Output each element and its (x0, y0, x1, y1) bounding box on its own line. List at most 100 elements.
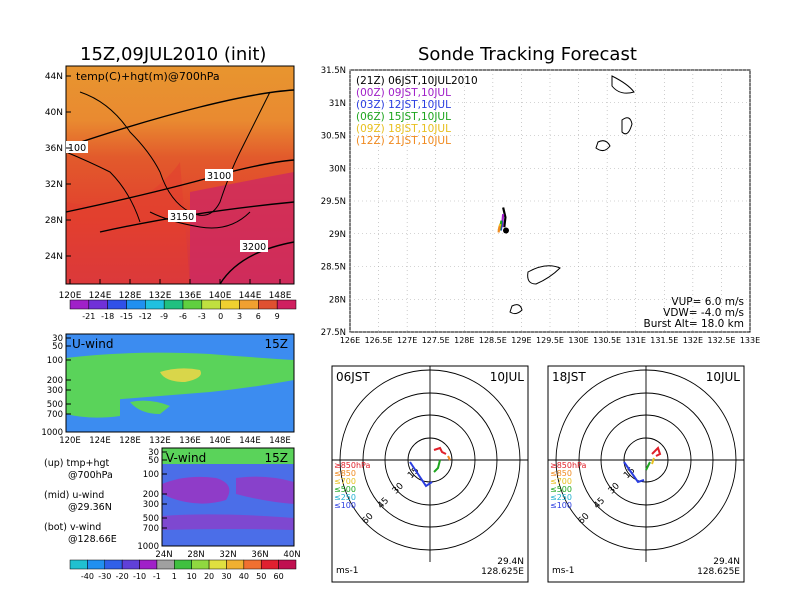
lat-tick-label: 29.5N (321, 197, 346, 207)
track-legend-entry: (21Z) 06JST,10JUL2010 (356, 75, 478, 87)
note-line: @128.66E (68, 534, 117, 545)
track-param: VDW= -4.0 m/s (663, 307, 744, 319)
lon-tick-label: 124E (89, 291, 112, 301)
colorbar-label: 30 (221, 572, 231, 581)
colorbar-swatch (182, 299, 203, 310)
island-outline (595, 140, 611, 152)
left-title: 15Z,09JUL2010 (init) (80, 44, 267, 65)
lat-tick-label: 24N (155, 550, 172, 560)
lon-tick-label: 144E (239, 291, 262, 301)
lon-tick-label: 144E (239, 436, 261, 446)
lat-tick-label: 40N (45, 108, 63, 118)
colorbar-label: 3 (237, 312, 242, 321)
colorbar-swatch (226, 559, 245, 570)
v-wind-top-band (162, 448, 294, 464)
note-bot: (bot) v-wind @128.66E (44, 522, 117, 546)
hodo-unit: ms-1 (336, 566, 358, 576)
hodo-time-label: 06JST (336, 370, 370, 384)
note-line: (up) tmp+hgt (44, 458, 110, 469)
colorbar-label: -12 (139, 312, 152, 321)
lon-tick-label: 136E (179, 436, 201, 446)
colorbar-label: 10 (187, 572, 197, 581)
island-outline (527, 265, 561, 285)
hodo-lat: 29.4N (497, 557, 524, 567)
v-wind-label: V-wind (166, 451, 206, 465)
lon-tick-label: 128E (119, 291, 142, 301)
colorbar-label: -6 (179, 312, 187, 321)
colorbar-label: -20 (116, 572, 129, 581)
lon-tick-label: 148E (269, 291, 292, 301)
hodo-lon: 128.625E (481, 567, 524, 577)
hodo-level-label: ≤850 (334, 469, 356, 478)
note-line: @700hPa (68, 470, 113, 481)
colorbar-swatch (107, 299, 127, 310)
hodo-level-label: ≤100 (334, 501, 356, 510)
colorbar-swatch (260, 559, 279, 570)
u-wind-time: 15Z (265, 337, 289, 351)
pressure-tick-label: 300 (47, 386, 63, 396)
colorbar-swatch (121, 559, 140, 570)
launch-point (503, 227, 509, 234)
lon-tick-label: 132E (683, 336, 703, 345)
colorbar-swatch (69, 559, 88, 570)
v-wind-purple-east (236, 476, 294, 504)
u-wind-patch (130, 400, 170, 414)
pressure-tick-label: 50 (148, 456, 159, 466)
pressure-tick-label: 100 (143, 470, 159, 480)
lat-tick-label: 30.5N (321, 132, 346, 142)
colorbar-label: -15 (120, 312, 133, 321)
temp-mid-region (66, 162, 190, 284)
hodo-level-label: ≤700 (550, 477, 572, 486)
island-outline (611, 75, 635, 94)
hodo-time-label: 18JST (552, 370, 586, 384)
hodo-level-label: ≤250 (334, 493, 356, 502)
colorbar-label: 1 (172, 572, 177, 581)
lat-tick-label: 28N (45, 216, 63, 226)
hodo-level-label: ≤850 (550, 469, 572, 478)
track-legend-entry: (12Z) 21JST,10JUL (356, 135, 451, 147)
hodo-trace (651, 446, 662, 457)
lat-tick-label: 28N (329, 295, 346, 305)
u-wind-lower-band (66, 392, 120, 418)
u-wind-core (160, 368, 201, 382)
colorbar-swatch (191, 559, 210, 570)
lon-tick-label: 131E (626, 336, 646, 345)
hodo-trace (409, 461, 433, 488)
lon-tick-label: 126.5E (365, 336, 393, 345)
colorbar-swatch (88, 299, 108, 310)
lon-tick-label: 124E (89, 436, 111, 446)
note-up: (up) tmp+hgt @700hPa (44, 458, 113, 482)
lon-tick-label: 128E (454, 336, 474, 345)
pressure-tick-label: 700 (143, 524, 159, 534)
colorbar-label: -30 (98, 572, 111, 581)
track-series-line (502, 207, 507, 228)
u-wind-frame (65, 333, 295, 433)
island-outline (509, 304, 523, 315)
lat-tick-label: 30N (329, 164, 346, 174)
track-param: VUP= 6.0 m/s (671, 296, 744, 308)
colorbar-swatch (69, 299, 90, 310)
pressure-tick-label: 200 (47, 376, 63, 386)
lon-tick-label: 120E (59, 291, 82, 301)
lat-tick-label: 36N (251, 550, 268, 560)
lon-tick-label: 132E (149, 436, 171, 446)
wind-colorbar: -40 -30 -20 -10 -1 1 10 20 30 40 50 60 (69, 559, 297, 581)
lon-tick-label: 133E (740, 336, 760, 345)
lon-tick-label: 140E (209, 291, 232, 301)
lon-tick-label: 132E (149, 291, 172, 301)
coastline-honshu (149, 211, 251, 229)
pressure-tick-label: 500 (143, 514, 159, 524)
temp-map-chart: temp(C)+hgt(m)@700hPa 100 3100 3150 3200… (45, 65, 295, 301)
island-outline (621, 117, 633, 135)
hodo-level-label: ≤500 (334, 485, 356, 494)
hodo-level-label: ≥850hPa (334, 461, 371, 470)
colorbar-label: -18 (101, 312, 114, 321)
hodo-trace (645, 461, 651, 471)
lat-tick-label: 32N (45, 180, 63, 190)
note-mid: (mid) u-wind @29.36N (44, 490, 112, 514)
lon-tick-label: 126E (340, 336, 360, 345)
colorbar-label: 50 (256, 572, 266, 581)
